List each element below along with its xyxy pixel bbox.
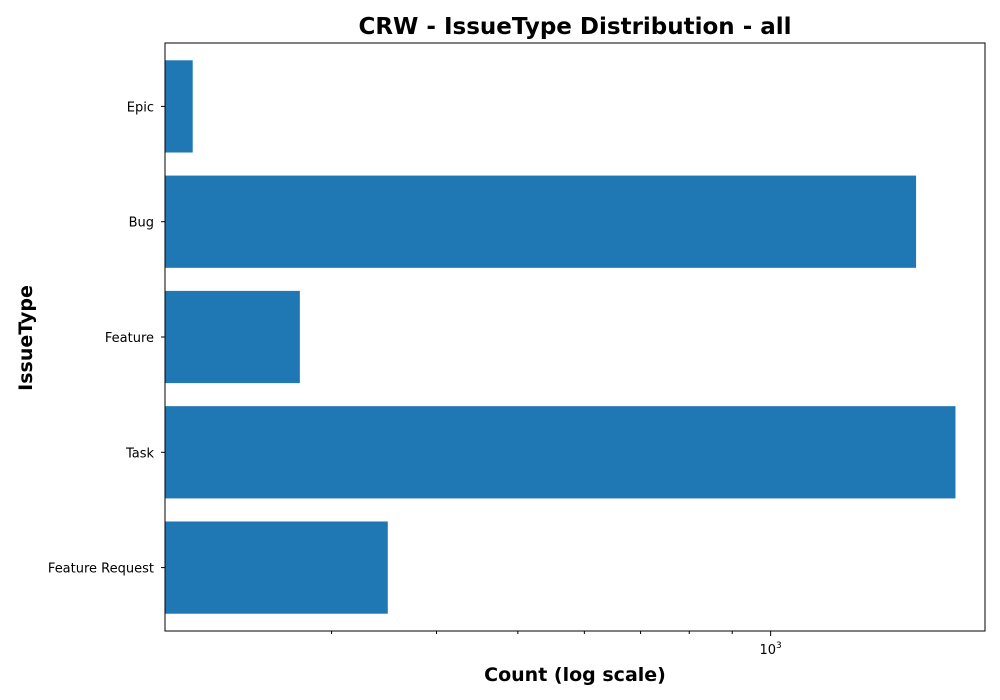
x-tick-label: 103 xyxy=(760,641,782,658)
y-tick-label-feature: Feature xyxy=(105,331,154,346)
bars-group xyxy=(165,60,956,614)
y-tick-label-epic: Epic xyxy=(127,100,154,115)
y-axis-label: IssueType xyxy=(15,285,37,391)
y-tick-label-task: Task xyxy=(125,446,155,461)
x-axis-label: Count (log scale) xyxy=(484,664,666,686)
chart-title: CRW - IssueType Distribution - all xyxy=(358,14,791,40)
x-axis-ticks: 103 xyxy=(331,631,782,658)
y-axis-ticks: Epic Bug Feature Task Feature Request xyxy=(48,100,165,577)
bar-feature xyxy=(165,290,300,384)
plot-area-frame xyxy=(164,42,986,632)
bar-epic xyxy=(165,60,193,153)
y-tick-label-feature-request: Feature Request xyxy=(48,562,154,577)
bar-feature-request xyxy=(165,521,388,614)
bar-task xyxy=(165,406,956,499)
y-tick-label-bug: Bug xyxy=(129,216,154,231)
bar-bug xyxy=(165,175,917,268)
